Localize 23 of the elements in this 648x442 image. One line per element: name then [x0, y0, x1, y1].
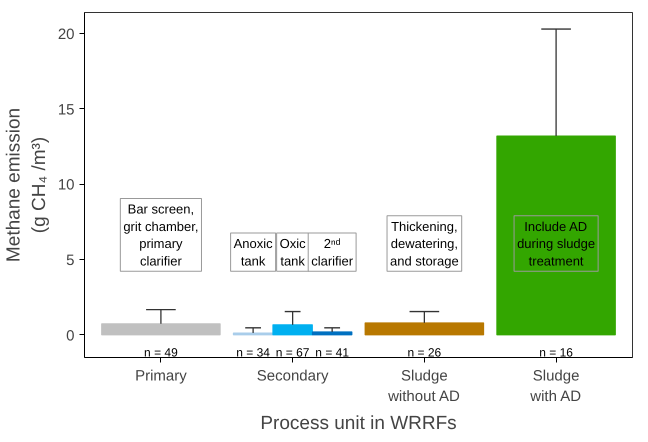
y-tick-label: 5	[66, 252, 74, 270]
annotation: Thickening, dewatering, and storage	[390, 218, 459, 268]
annotation: n = 49	[144, 346, 178, 360]
annotation: n = 34	[236, 346, 270, 360]
y-axis-title: Methane emission (g CH₄ /m³)	[4, 108, 50, 262]
annotation: 2ⁿᵈ clarifier	[311, 236, 354, 268]
x-tick-label: Primary	[135, 368, 188, 384]
annotation: Anoxic tank	[234, 236, 274, 268]
x-axis-title: Process unit in WRRFs	[260, 412, 457, 434]
annotation: Oxic tank	[280, 236, 306, 268]
x-tick-label: Sludge without AD	[387, 368, 460, 405]
y-tick-label: 15	[58, 101, 75, 118]
x-tick-label: Sludge with AD	[529, 368, 582, 405]
x-tick-label: Secondary	[256, 368, 329, 384]
annotation: n = 41	[315, 346, 350, 360]
annotation: Bar screen, grit chamber, primary clarifier	[123, 202, 198, 268]
y-tick-label: 10	[58, 176, 75, 194]
annotation: Include AD during sludge treatment	[517, 218, 596, 268]
y-tick-label: 0	[66, 327, 74, 344]
annotation: n = 16	[539, 346, 574, 360]
annotation: n = 26	[408, 346, 442, 360]
annotation: n = 67	[276, 346, 310, 360]
y-tick-label: 20	[58, 26, 75, 44]
